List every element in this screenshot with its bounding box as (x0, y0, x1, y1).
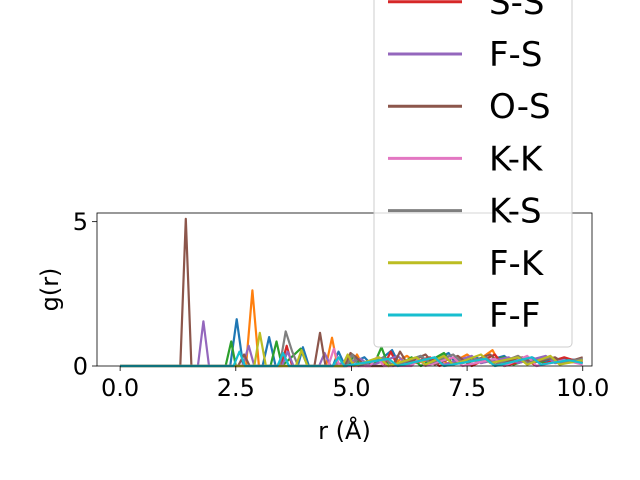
legend-label-o-s: O-S (489, 87, 551, 127)
y-ticks: 05 (73, 208, 97, 381)
x-tick-label: 10.0 (556, 374, 609, 402)
x-tick-label: 7.5 (448, 374, 486, 402)
legend-label-k-s: K-S (489, 192, 542, 232)
x-tick-label: 2.5 (217, 374, 255, 402)
x-axis-label: r (Å) (318, 416, 371, 445)
legend-label-k-k: K-K (489, 139, 544, 179)
series-line-k-s (120, 330, 583, 368)
x-ticks: 0.0 2.5 5.0 7.5 10.0 (101, 366, 609, 402)
legend-frame (373, 0, 573, 348)
legend-label-f-s: F-S (489, 35, 542, 75)
legend-label-f-f: F-F (489, 296, 540, 336)
legend-label-f-k: F-K (489, 244, 545, 284)
y-tick-label: 5 (73, 208, 88, 236)
x-tick-label: 0.0 (101, 374, 139, 402)
legend-label-s-s: S-S (489, 0, 544, 23)
x-tick-label: 5.0 (332, 374, 370, 402)
axes-frame (96, 212, 593, 367)
legend: K-FO-KF-OS-SF-SO-SK-KK-SF-KF-F (373, 0, 573, 348)
y-tick-label: 0 (73, 353, 88, 381)
y-axis-label: g(r) (36, 268, 64, 312)
